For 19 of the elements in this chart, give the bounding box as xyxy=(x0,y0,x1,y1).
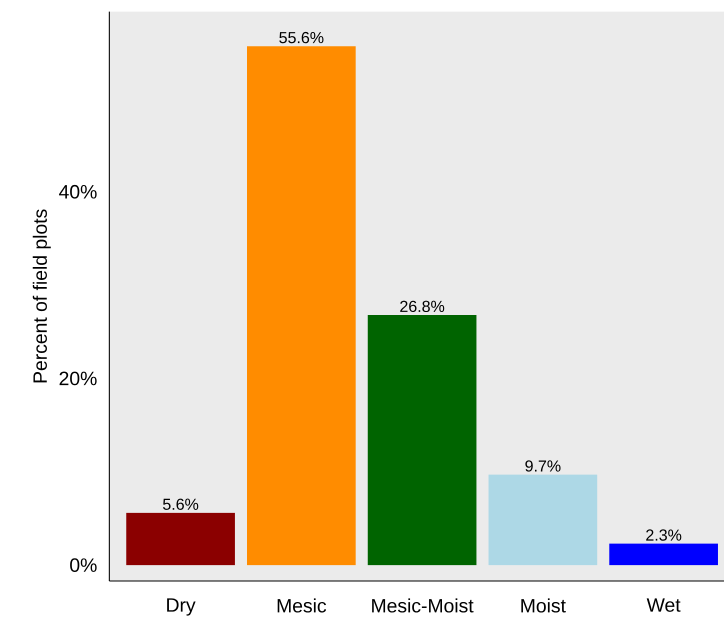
x-tick-label: Moist xyxy=(521,598,566,613)
bar xyxy=(488,474,598,566)
x-tick-label: Mesic xyxy=(278,598,326,613)
bar xyxy=(247,46,356,566)
y-tick-label: 40% xyxy=(59,184,97,199)
data-label: 2.3% xyxy=(646,529,682,541)
y-tick-label: 20% xyxy=(60,372,97,386)
data-label: 26.8% xyxy=(400,300,444,312)
x-tick-label: Wet xyxy=(646,598,680,612)
x-tick-label: Dry xyxy=(167,598,196,616)
data-label: 55.6% xyxy=(279,32,324,44)
bar xyxy=(126,512,235,566)
y-axis-title: Percent of field plots xyxy=(32,209,51,382)
x-tick-label: Mesic-Moist xyxy=(372,598,474,613)
data-label: 9.7% xyxy=(525,460,561,472)
bar xyxy=(609,544,718,566)
data-label: 5.6% xyxy=(163,498,198,510)
y-tick-label: 0% xyxy=(70,558,97,572)
bar xyxy=(368,314,476,566)
